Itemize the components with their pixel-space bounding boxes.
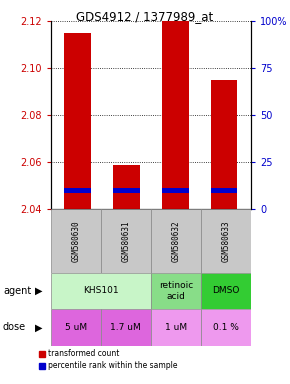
Bar — [201, 273, 251, 309]
Bar — [201, 309, 251, 346]
Text: 1 uM: 1 uM — [165, 323, 187, 332]
Bar — [51, 273, 151, 309]
Bar — [151, 273, 201, 309]
Bar — [211, 188, 238, 193]
Bar — [151, 309, 201, 346]
Text: ▶: ▶ — [35, 286, 43, 296]
Text: GSM580632: GSM580632 — [171, 220, 180, 262]
Text: KHS101: KHS101 — [83, 286, 119, 295]
Bar — [51, 209, 101, 273]
Bar — [201, 209, 251, 273]
Bar — [101, 309, 151, 346]
Bar — [101, 209, 151, 273]
Bar — [113, 188, 140, 193]
Text: GDS4912 / 1377989_at: GDS4912 / 1377989_at — [76, 10, 214, 23]
Legend: transformed count, percentile rank within the sample: transformed count, percentile rank withi… — [39, 349, 177, 371]
Text: GSM580633: GSM580633 — [221, 220, 230, 262]
Bar — [151, 209, 201, 273]
Text: GSM580631: GSM580631 — [121, 220, 130, 262]
Text: retinoic
acid: retinoic acid — [159, 281, 193, 301]
Bar — [162, 19, 188, 209]
Bar — [51, 309, 101, 346]
Text: 0.1 %: 0.1 % — [213, 323, 239, 332]
Text: 1.7 uM: 1.7 uM — [110, 323, 141, 332]
Bar — [162, 188, 188, 193]
Bar — [64, 33, 91, 209]
Bar — [64, 188, 91, 193]
Bar — [113, 165, 140, 209]
Text: agent: agent — [3, 286, 31, 296]
Text: DMSO: DMSO — [212, 286, 240, 295]
Bar — [211, 80, 238, 209]
Text: GSM580630: GSM580630 — [71, 220, 80, 262]
Text: ▶: ▶ — [35, 322, 43, 333]
Text: 5 uM: 5 uM — [65, 323, 87, 332]
Text: dose: dose — [3, 322, 26, 333]
